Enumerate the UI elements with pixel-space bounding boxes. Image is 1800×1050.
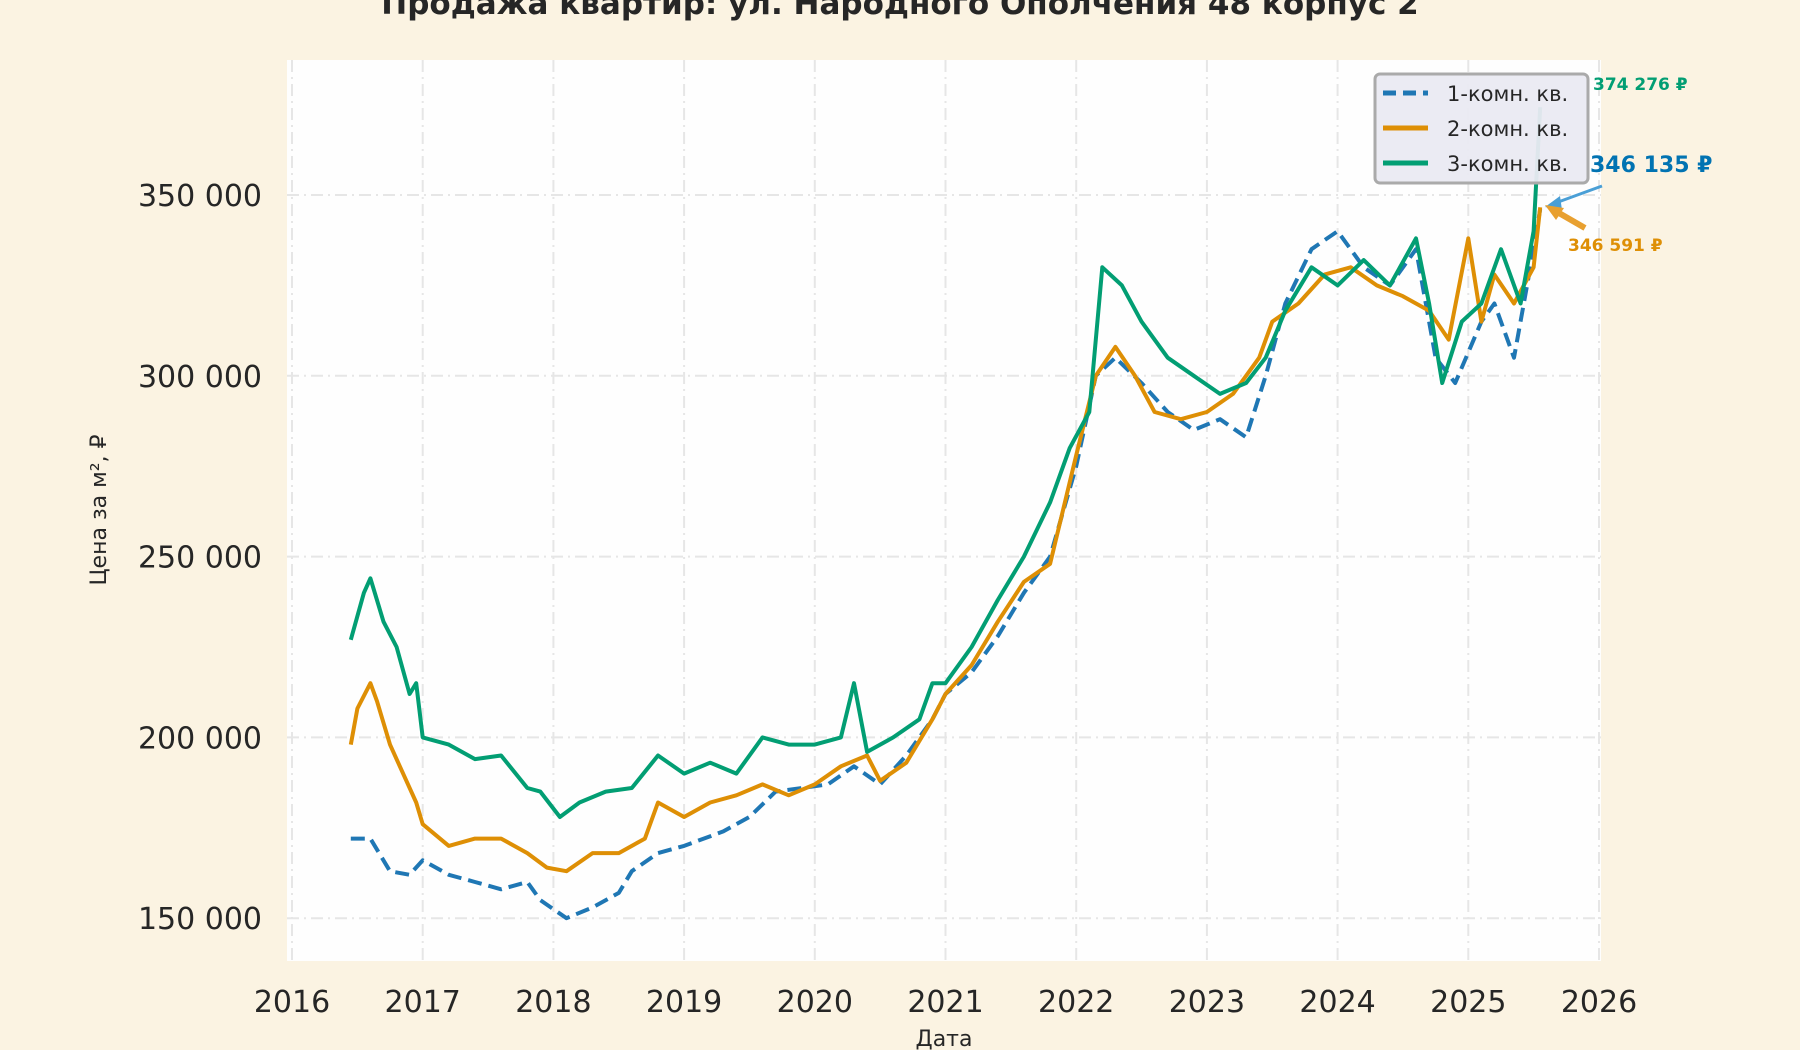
x-tick-label: 2024	[1299, 985, 1375, 1020]
legend-label-1: 1-комн. кв.	[1447, 82, 1568, 106]
x-tick-label: 2023	[1169, 985, 1245, 1020]
series-line-3	[348, 107, 1543, 819]
series-line-1	[350, 208, 1543, 921]
chart-title: Продажа квартир: ул. Народного Ополчения…	[381, 0, 1419, 22]
x-tick-label: 2022	[1038, 985, 1114, 1020]
x-tick-label: 2026	[1561, 985, 1637, 1020]
series-line-2	[348, 207, 1543, 874]
annotation-1: 346 135 ₽	[1590, 153, 1712, 178]
y-tick-label: 250 000	[138, 541, 262, 576]
legend: 1-комн. кв. 2-комн. кв. 3-комн. кв.	[1373, 72, 1590, 185]
annotation-3: 374 276 ₽	[1593, 75, 1688, 95]
annotation-arrowhead-2	[1545, 205, 1564, 220]
legend-label-2: 2-комн. кв.	[1447, 117, 1568, 141]
x-axis-label: Дата	[916, 1027, 973, 1050]
x-tick-label: 2016	[254, 985, 330, 1020]
x-tick-label: 2017	[385, 985, 461, 1020]
y-tick-label: 200 000	[138, 721, 262, 756]
x-tick-label: 2018	[515, 985, 591, 1020]
x-tick-label: 2020	[777, 985, 853, 1020]
y-tick-label: 350 000	[138, 179, 262, 214]
x-tick-label: 2021	[907, 985, 983, 1020]
x-tick-label: 2025	[1430, 985, 1506, 1020]
annotation-2: 346 591 ₽	[1568, 236, 1663, 256]
x-tick-label: 2019	[646, 985, 722, 1020]
plot-area	[287, 60, 1601, 961]
legend-label-3: 3-комн. кв.	[1447, 152, 1568, 176]
y-tick-label: 300 000	[138, 360, 262, 395]
legend-box	[1373, 72, 1590, 185]
y-tick-label: 150 000	[138, 902, 262, 937]
y-axis-label: Цена за м², ₽	[87, 434, 112, 585]
